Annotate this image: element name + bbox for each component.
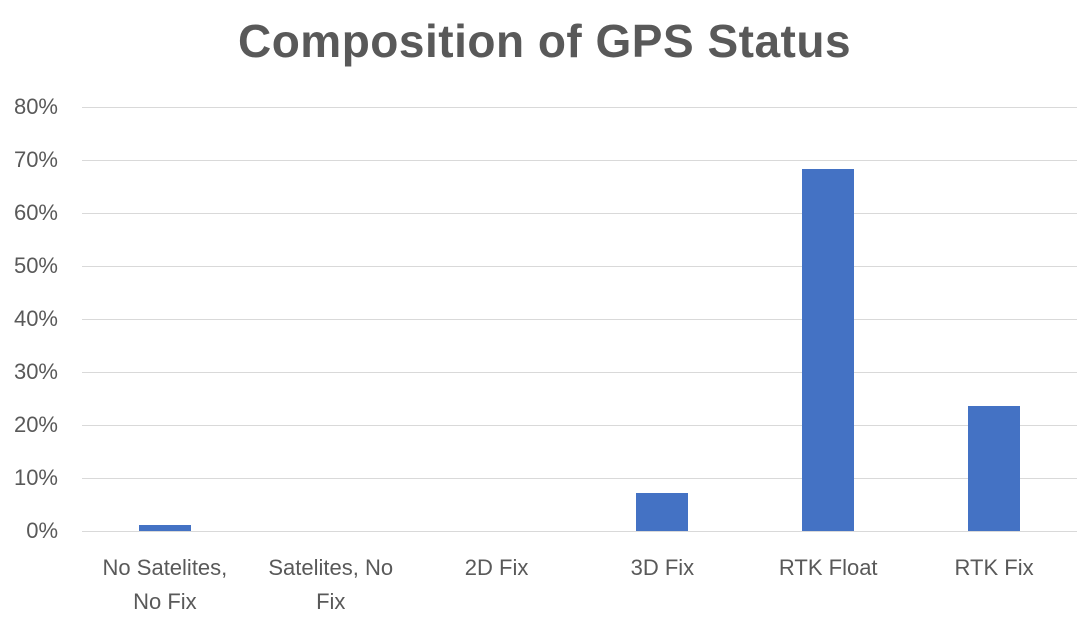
- y-tick-label: 80%: [13, 94, 58, 119]
- chart-title: Composition of GPS Status: [237, 15, 852, 67]
- bar: [802, 169, 855, 531]
- gridline: [82, 478, 1077, 479]
- x-tick-label: RTK Float: [778, 555, 878, 580]
- bar: [636, 492, 689, 531]
- gridline: [82, 319, 1077, 320]
- plot-area: [82, 107, 1077, 532]
- gridline: [82, 213, 1077, 214]
- y-tick-label: 20%: [13, 412, 58, 437]
- bar: [968, 405, 1021, 531]
- x-tick-label: 2D Fix: [464, 555, 529, 580]
- gridline: [82, 372, 1077, 373]
- gridline: [82, 531, 1077, 532]
- gridline: [82, 160, 1077, 161]
- x-tick-label: 3D Fix: [630, 555, 695, 580]
- gridline: [82, 425, 1077, 426]
- gridline: [82, 266, 1077, 267]
- x-tick-label: No Satelites, No Fix: [102, 555, 228, 614]
- y-tick-label: 30%: [13, 359, 58, 384]
- y-tick-label: 40%: [13, 306, 58, 331]
- x-tick-label: RTK Fix: [954, 555, 1034, 580]
- y-tick-label: 60%: [13, 200, 58, 225]
- gridline: [82, 107, 1077, 108]
- y-tick-label: 0%: [26, 518, 58, 543]
- bar: [138, 524, 191, 531]
- y-tick-label: 50%: [13, 253, 58, 278]
- x-tick-label: Satelites, No Fix: [268, 555, 394, 614]
- y-tick-label: 10%: [13, 465, 58, 490]
- y-tick-label: 70%: [13, 147, 58, 172]
